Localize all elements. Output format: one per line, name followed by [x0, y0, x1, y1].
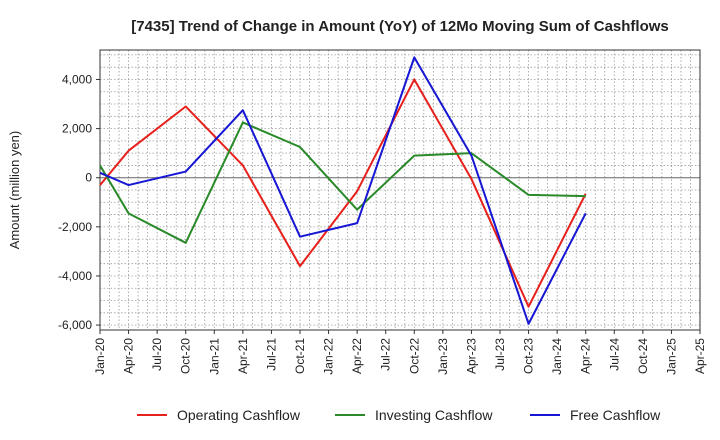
x-tick-label: Oct-24 [636, 338, 650, 374]
x-tick-label: Oct-23 [522, 338, 536, 374]
legend: Operating Cashflow Investing Cashflow Free… [137, 407, 661, 423]
series-line-investing-cashflow [99, 121, 586, 244]
y-tick-label: 4,000 [62, 72, 92, 86]
x-tick-label: Apr-20 [122, 338, 136, 374]
x-tick-label: Apr-22 [350, 338, 364, 374]
x-tick-label: Jul-24 [607, 338, 621, 371]
series-line-free-cashflow [99, 56, 587, 325]
y-tick-label: 2,000 [62, 122, 92, 136]
x-tick-label: Oct-20 [179, 338, 193, 374]
x-tick-label: Oct-22 [407, 338, 421, 374]
x-tick-label: Jul-23 [493, 338, 507, 371]
legend-label-investing-cashflow: Investing Cashflow [375, 407, 493, 423]
x-tick-label: Jul-22 [379, 338, 393, 371]
x-tick-label: Jul-21 [264, 338, 278, 371]
plot-frame [99, 49, 701, 331]
chart-title: [7435] Trend of Change in Amount (YoY) o… [131, 18, 669, 35]
legend-label-free-cashflow: Free Cashflow [570, 407, 661, 423]
y-tick-label: 0 [85, 171, 92, 185]
x-tick-label: Jan-25 [664, 338, 678, 375]
legend-label-operating-cashflow: Operating Cashflow [177, 407, 301, 423]
x-tick-label: Jan-21 [207, 338, 221, 375]
y-tick-label: -2,000 [58, 220, 92, 234]
x-tick-label: Apr-25 [693, 338, 707, 374]
plot-background [100, 50, 700, 330]
y-tick-label: -4,000 [58, 269, 92, 283]
x-tick-label: Jan-22 [322, 338, 336, 375]
y-axis-label: Amount (million yen) [7, 131, 22, 250]
x-tick-label: Oct-21 [293, 338, 307, 374]
y-tick-label: -6,000 [58, 318, 92, 332]
x-tick-label: Jan-20 [93, 338, 107, 375]
x-tick-label: Apr-21 [236, 338, 250, 374]
x-tick-label: Apr-23 [464, 338, 478, 374]
x-tick-label: Jan-24 [550, 338, 564, 375]
x-tick-label: Jan-23 [436, 338, 450, 375]
x-tick-label: Apr-24 [579, 338, 593, 374]
x-tick-label: Jul-20 [150, 338, 164, 371]
